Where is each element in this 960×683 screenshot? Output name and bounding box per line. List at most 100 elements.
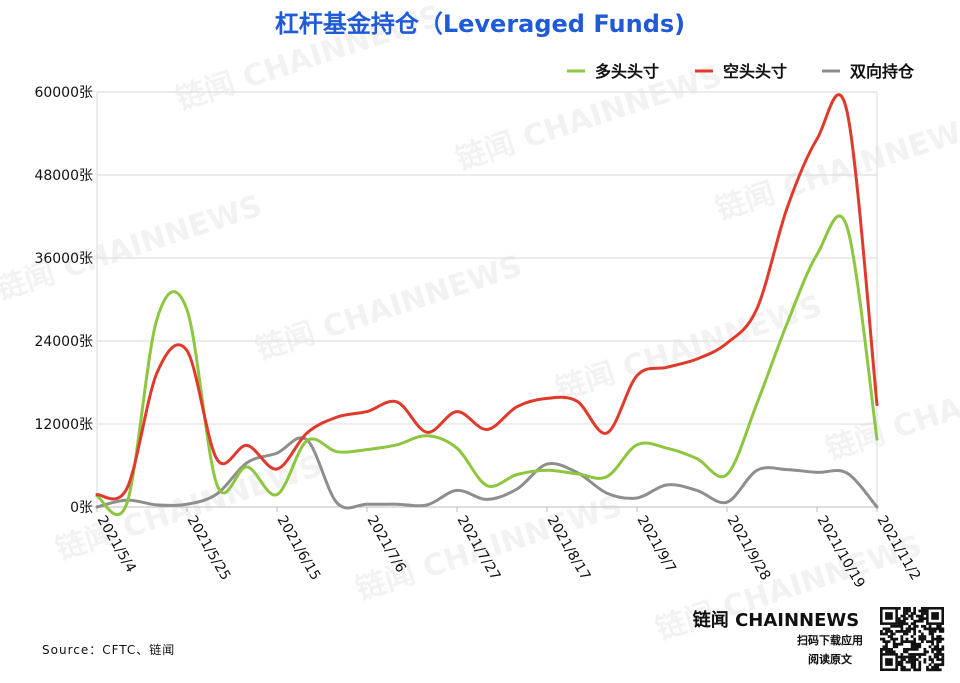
- qr-module: [903, 614, 906, 618]
- qr-module: [915, 647, 919, 651]
- qr-module: [880, 647, 883, 651]
- qr-module: [913, 624, 917, 628]
- qr-module: [938, 650, 942, 654]
- qr-module: [910, 663, 914, 667]
- qr-module: [897, 607, 901, 610]
- chart-title: 杠杆基金持仓（Leveraged Funds): [275, 10, 685, 38]
- qr-module: [931, 665, 934, 669]
- y-tick-label: 24000张: [34, 334, 93, 350]
- qr-module: [936, 640, 940, 644]
- qr-module: [941, 647, 945, 651]
- qr-module: [918, 637, 922, 641]
- brand-block: 链闻 CHAINNEWS 扫码下载应用 阅读原文: [693, 609, 863, 666]
- qr-module: [903, 668, 906, 672]
- qr-module: [903, 630, 906, 633]
- series-line-2: [95, 436, 879, 510]
- qr-module: [941, 627, 945, 631]
- qr-module: [900, 642, 904, 646]
- qr-module: [928, 645, 932, 649]
- qr-module: [915, 614, 919, 618]
- qr-module: [923, 658, 927, 661]
- qr-module: [928, 627, 932, 631]
- qr-module: [936, 624, 940, 628]
- qr-module: [882, 632, 886, 636]
- qr-module: [910, 640, 914, 644]
- qr-module: [920, 607, 924, 610]
- qr-module: [890, 647, 893, 651]
- qr-module: [908, 668, 911, 672]
- y-tick-label: 36000张: [34, 251, 93, 267]
- qr-module: [908, 655, 911, 659]
- brand-line-1: 扫码下载应用: [797, 633, 863, 647]
- qr-module: [905, 607, 909, 610]
- qr-module: [915, 624, 919, 628]
- qr-module: [900, 619, 904, 623]
- qr-module: [887, 640, 891, 644]
- qr-module: [926, 668, 929, 672]
- qr-module: [931, 630, 934, 633]
- legend-label: 空头头寸: [723, 62, 787, 81]
- qr-module: [913, 607, 917, 610]
- qr-module: [897, 642, 901, 646]
- qr-module: [900, 630, 904, 633]
- qr-module: [931, 627, 934, 631]
- qr-module: [913, 640, 917, 644]
- qr-module: [931, 650, 934, 654]
- qr-module: [938, 630, 942, 633]
- qr-module: [928, 640, 932, 644]
- qr-module: [936, 665, 940, 669]
- qr-module: [918, 635, 922, 638]
- qr-module: [903, 640, 906, 644]
- brand-en: CHAINNEWS: [735, 610, 859, 631]
- series-line-0: [95, 214, 879, 516]
- qr-module: [900, 668, 904, 672]
- qr-module: [897, 622, 901, 626]
- qr-module: [910, 635, 914, 638]
- qr-module: [923, 637, 927, 641]
- qr-module: [908, 653, 911, 656]
- qr-module: [880, 632, 883, 636]
- qr-module: [913, 647, 917, 651]
- qr-module: [892, 642, 896, 646]
- qr-module: [933, 665, 937, 669]
- qr-module: [887, 630, 891, 633]
- qr-module: [913, 609, 917, 613]
- qr-module: [892, 632, 896, 636]
- qr-module: [885, 630, 888, 633]
- qr-module: [905, 609, 909, 613]
- series-layer: [95, 93, 879, 516]
- qr-module: [913, 642, 917, 646]
- qr-module: [931, 660, 934, 664]
- qr-module: [931, 647, 934, 651]
- qr-module: [905, 637, 909, 641]
- qr-module: [890, 632, 893, 636]
- qr-module: [941, 637, 945, 641]
- qr-module: [918, 663, 922, 667]
- qr-module: [915, 658, 919, 661]
- qr-finder-center: [931, 612, 939, 620]
- qr-module: [923, 617, 927, 620]
- qr-module: [892, 645, 896, 649]
- qr-module: [931, 635, 934, 638]
- qr-code[interactable]: [880, 607, 945, 672]
- qr-module: [900, 660, 904, 664]
- qr-module: [918, 660, 922, 664]
- qr-module: [920, 609, 924, 613]
- qr-module: [938, 627, 942, 631]
- qr-module: [915, 668, 919, 672]
- qr-module: [895, 624, 899, 628]
- qr-module: [933, 630, 937, 633]
- qr-module: [920, 619, 924, 623]
- qr-module: [913, 619, 917, 623]
- qr-module: [933, 668, 937, 672]
- svg-text:链闻 CHAINNEWS: 链闻 CHAINNEWS: [693, 609, 859, 631]
- qr-module: [913, 655, 917, 659]
- qr-module: [910, 642, 914, 646]
- qr-module: [913, 612, 917, 615]
- qr-module: [895, 642, 899, 646]
- qr-module: [920, 637, 924, 641]
- qr-module: [903, 665, 906, 669]
- qr-module: [910, 614, 914, 618]
- qr-module: [936, 627, 940, 631]
